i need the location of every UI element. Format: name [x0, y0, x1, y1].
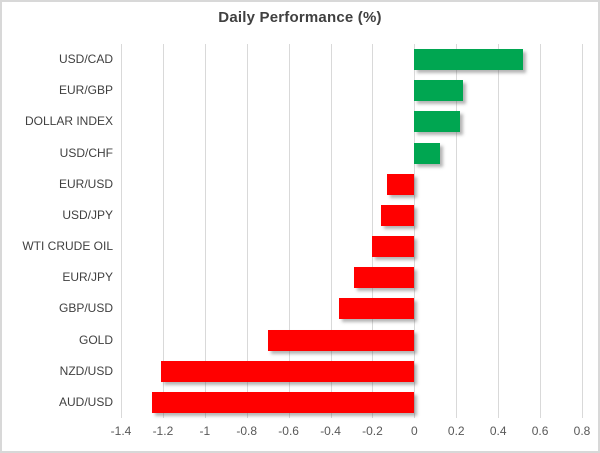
x-tick-label: -0.6: [278, 424, 299, 438]
category-label-usd-chf: USD/CHF: [59, 145, 113, 160]
x-axis: -1.4 -1.2 -1 -0.8 -0.6 -0.4 -0.2 0 0.2 0.4 0.6 0.8: [2, 424, 598, 444]
gridline: [162, 44, 164, 418]
x-tick-label: 0: [411, 424, 418, 438]
bar-dollar-index: [414, 111, 461, 133]
bar-gold: [267, 329, 415, 351]
bar-eur-usd: [387, 173, 415, 195]
gridline: [498, 44, 500, 418]
x-tick-label: -0.8: [236, 424, 258, 438]
gridline: [540, 44, 542, 418]
bar-usd-cad: [414, 49, 524, 71]
category-label-dollar-index: DOLLAR INDEX: [24, 114, 113, 129]
bar-eur-jpy: [353, 267, 415, 289]
category-label-gold: GOLD: [78, 332, 113, 347]
gridline: [330, 44, 332, 418]
gridline: [372, 44, 374, 418]
x-tick-label: -1.2: [152, 424, 174, 438]
gridline: [204, 44, 206, 418]
x-tick-label: -0.2: [362, 424, 383, 438]
category-label-gbp-usd: GBP/USD: [58, 301, 113, 316]
x-tick-label: 0.2: [447, 424, 465, 438]
gridline: [246, 44, 248, 418]
category-label-usd-cad: USD/CAD: [58, 52, 113, 66]
category-label-eur-gbp: EUR/GBP: [58, 83, 113, 98]
gridline: [414, 44, 416, 418]
gridline: [121, 44, 122, 418]
bar-nzd-usd: [160, 360, 415, 382]
bar-usd-jpy: [380, 204, 415, 226]
x-tick-label: -0.4: [320, 424, 341, 438]
category-axis: USD/CAD EUR/GBP DOLLAR INDEX USD/CHF EUR/USD…: [2, 44, 113, 418]
bar-gbp-usd: [338, 298, 415, 320]
category-label-eur-jpy: EUR/JPY: [62, 270, 113, 285]
bar-usd-chf: [414, 142, 440, 164]
category-label-usd-jpy: USD/JPY: [62, 207, 113, 222]
bar-aud-usd: [152, 391, 415, 413]
bar-eur-gbp: [414, 80, 463, 102]
bar-wti-crude-oil: [372, 236, 415, 258]
gridline: [582, 44, 583, 418]
plot-area: [121, 44, 583, 418]
x-tick-label: 0.4: [489, 424, 507, 438]
category-label-aud-usd: AUD/USD: [58, 394, 113, 409]
category-label-nzd-usd: NZD/USD: [59, 363, 113, 378]
x-tick-label: 0.6: [531, 424, 549, 438]
x-tick-label: -1: [199, 424, 211, 438]
category-label-eur-usd: EUR/USD: [58, 176, 113, 191]
chart-title: Daily Performance (%): [218, 9, 382, 26]
gridline: [456, 44, 458, 418]
category-label-wti-crude-oil: WTI CRUDE OIL: [22, 239, 113, 253]
x-tick-label: 0.8: [573, 424, 591, 438]
x-tick-label: -1.4: [110, 424, 132, 438]
gridline: [288, 44, 290, 418]
